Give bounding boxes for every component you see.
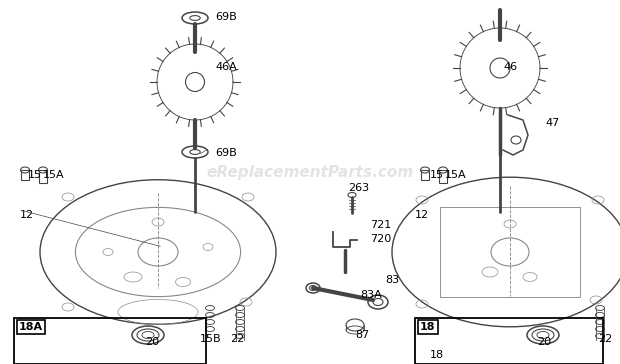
Text: 87: 87 <box>355 330 370 340</box>
Text: 15A: 15A <box>43 170 64 180</box>
Text: 18A: 18A <box>19 322 43 332</box>
Text: 12: 12 <box>20 210 34 220</box>
Bar <box>39 170 47 183</box>
Bar <box>415 318 603 364</box>
Text: eReplacementParts.com: eReplacementParts.com <box>206 165 414 179</box>
Text: 83: 83 <box>385 275 399 285</box>
Text: 15: 15 <box>28 170 42 180</box>
Text: 22: 22 <box>598 334 613 344</box>
Text: 20: 20 <box>537 337 551 347</box>
Text: 20: 20 <box>145 337 159 347</box>
Text: 46A: 46A <box>215 62 237 72</box>
Text: 22: 22 <box>230 334 244 344</box>
Text: 15B: 15B <box>200 334 221 344</box>
Text: 15: 15 <box>430 170 444 180</box>
Text: 720: 720 <box>370 234 391 244</box>
Text: 46: 46 <box>503 62 517 72</box>
Text: 47: 47 <box>545 118 559 128</box>
Bar <box>440 207 580 297</box>
Bar <box>421 170 429 180</box>
Text: 18: 18 <box>420 322 435 332</box>
Bar <box>439 170 447 183</box>
Bar <box>14 318 206 364</box>
Bar <box>21 170 29 180</box>
Text: 18: 18 <box>430 350 444 360</box>
Text: 721: 721 <box>370 220 391 230</box>
Text: 15A: 15A <box>445 170 467 180</box>
Text: 263: 263 <box>348 183 369 193</box>
Text: 83A: 83A <box>360 290 382 300</box>
Text: 12: 12 <box>415 210 429 220</box>
Text: 69B: 69B <box>215 148 237 158</box>
Text: 69B: 69B <box>215 12 237 22</box>
